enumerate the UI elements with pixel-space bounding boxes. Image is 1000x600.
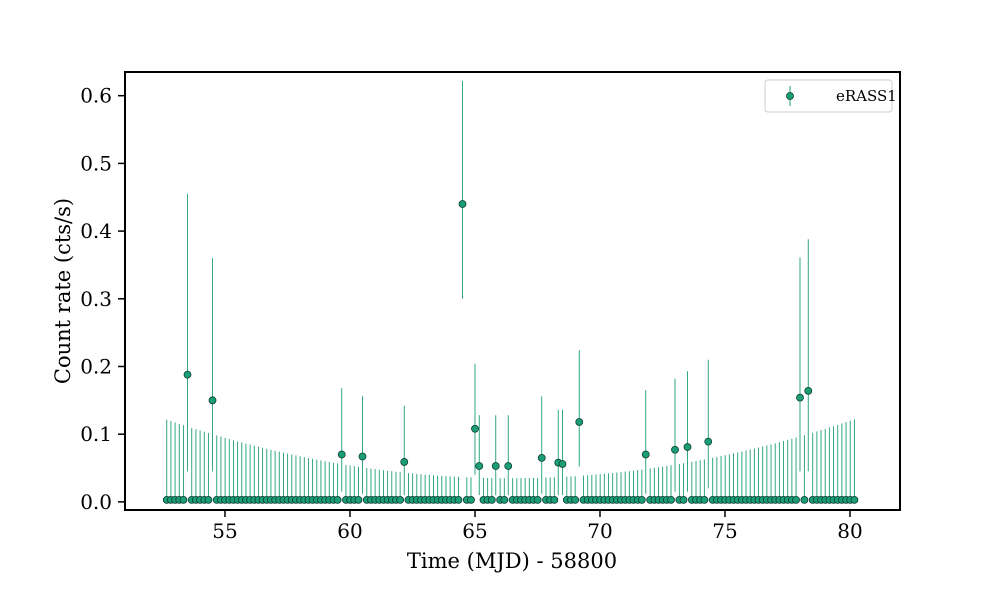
data-point [558,460,567,468]
data-point [679,495,688,504]
data-point [491,462,500,470]
data-point [533,495,542,504]
y-tick-label: 0.1 [80,422,112,446]
x-axis-ticks: 55 60 65 70 75 80 [212,510,863,543]
data-point [500,495,509,504]
y-axis-label: Count rate (cts/s) [51,198,75,384]
data-point [637,495,646,504]
x-tick-label: 65 [462,519,487,543]
data-point [571,495,580,504]
plot-frame [124,71,901,511]
data-point [471,424,479,433]
y-tick-label: 0.0 [80,490,112,514]
data-point [458,200,467,208]
x-axis-label: Time (MJD) - 58800 [407,549,617,573]
data-point [671,445,679,454]
data-point [667,495,675,504]
data-point [179,495,188,504]
data-point [575,418,584,426]
data-point [358,452,367,461]
data-point [792,495,800,504]
data-point [504,462,513,470]
data-point [850,495,859,504]
data-point [454,495,463,504]
y-tick-label: 0.4 [80,219,112,243]
x-tick-label: 80 [837,519,862,543]
y-tick-label: 0.3 [80,287,112,311]
x-tick-label: 55 [212,519,237,543]
legend-label-erass1: eRASS1 [836,87,897,105]
x-tick-label: 75 [712,519,737,543]
y-axis-ticks: 0.0 0.1 0.2 0.3 0.4 0.5 0.6 [80,84,125,514]
y-tick-label: 0.6 [80,84,112,108]
data-point [700,495,709,504]
y-tick-label: 0.5 [80,151,112,175]
data-point [641,450,650,459]
legend-marker-swatch [786,92,794,100]
legend: eRASS1 [764,79,897,113]
x-tick-label: 70 [587,519,612,543]
x-tick-label: 60 [337,519,362,543]
data-point [550,495,559,504]
data-point [800,495,809,504]
data-point [537,453,546,462]
data-point [683,443,692,451]
data-point [396,495,405,504]
data-point [487,495,496,504]
data-point [183,370,192,379]
data-point [475,462,484,470]
data-point [804,386,813,395]
y-tick-label: 0.2 [80,354,112,378]
data-point [333,495,342,504]
legend-box [764,79,893,113]
data-point [796,393,804,402]
data-point [704,437,713,446]
data-point [467,495,475,504]
data-point [337,450,346,459]
data-point [354,495,363,504]
data-point [400,458,409,466]
data-points [162,200,859,504]
data-point [204,495,213,504]
data-point [208,396,217,405]
